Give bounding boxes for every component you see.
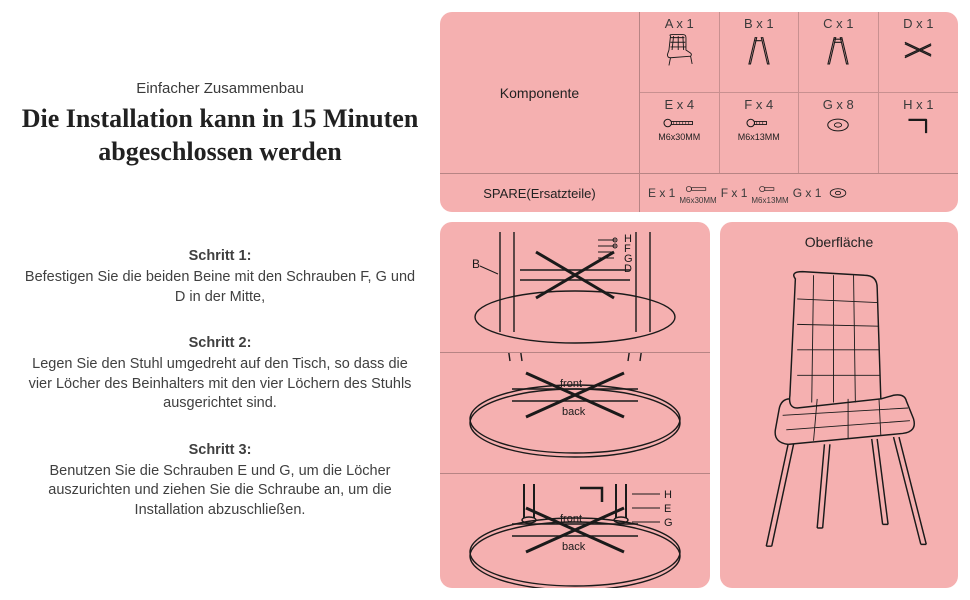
step-1: Schritt 1: Befestigen Sie die beiden Bei…	[20, 248, 420, 335]
bottom-panels: B H F G D	[440, 222, 958, 588]
assembly-steps-panel: B H F G D	[440, 222, 710, 588]
cross-icon	[898, 33, 938, 67]
components-main-row: Komponente A x 1 B x 1	[440, 12, 958, 174]
label-g-3: G	[664, 517, 673, 529]
comp-cell-c: C x 1	[799, 12, 879, 92]
chair-illustration	[739, 258, 939, 558]
bolt2-icon	[739, 114, 779, 132]
step-1-body: Befestigen Sie die beiden Beine mit den …	[20, 268, 420, 307]
label-back: back	[562, 406, 586, 418]
step-2-heading: Schritt 2:	[20, 335, 420, 351]
right-column: Komponente A x 1 B x 1	[440, 0, 970, 600]
comp-code-f: F x 4	[744, 97, 773, 112]
comp-code-h: H x 1	[903, 97, 933, 112]
bolt2-icon	[757, 182, 783, 196]
step-3: Schritt 3: Benutzen Sie die Schrauben E …	[20, 442, 420, 549]
step-3-heading: Schritt 3:	[20, 442, 420, 458]
label-e-3: E	[664, 503, 671, 515]
assembly-step3-diagram: front back H E G	[440, 474, 710, 588]
assembly-step-2: front back	[440, 353, 710, 474]
assembly-step1-diagram: B H F G D	[440, 222, 710, 352]
assembly-step2-diagram: front back	[440, 353, 710, 473]
spare-f-code: F x 1	[721, 186, 748, 200]
label-d: D	[624, 263, 632, 275]
washer-icon	[825, 186, 851, 200]
surface-title: Oberfläche	[805, 234, 873, 250]
bolt-icon	[685, 182, 711, 196]
label-h-3: H	[664, 489, 672, 501]
legs2-icon	[818, 33, 858, 67]
subtitle: Einfacher Zusammenbau	[20, 80, 420, 97]
comp-code-a: A x 1	[665, 16, 694, 31]
seat-icon	[659, 33, 699, 67]
comp-code-e: E x 4	[664, 97, 694, 112]
spare-label: SPARE(Ersatzteile)	[440, 174, 640, 212]
surface-panel: Oberfläche	[720, 222, 958, 588]
components-label: Komponente	[440, 12, 640, 173]
spare-e: E x 1 M6x30MM	[648, 182, 717, 205]
comp-sub-e: M6x30MM	[658, 132, 700, 142]
spare-row: SPARE(Ersatzteile) E x 1 M6x30MM F x 1	[440, 174, 958, 212]
spare-g-code: G x 1	[793, 186, 822, 200]
spare-f: F x 1 M6x13MM	[721, 182, 789, 205]
step-3-body: Benutzen Sie die Schrauben E und G, um d…	[20, 462, 420, 521]
comp-cell-a: A x 1	[640, 12, 720, 92]
legs-icon	[739, 33, 779, 67]
main-title: Die Installation kann in 15 Minuten abge…	[20, 103, 420, 168]
bolt-icon	[659, 114, 699, 132]
washer-icon	[818, 114, 858, 136]
step-2: Schritt 2: Legen Sie den Stuhl umgedreht…	[20, 335, 420, 442]
allen-icon	[898, 114, 938, 136]
label-back-3: back	[562, 541, 586, 553]
assembly-step-1: B H F G D	[440, 222, 710, 353]
components-panel: Komponente A x 1 B x 1	[440, 12, 958, 212]
comp-code-b: B x 1	[744, 16, 774, 31]
spare-g: G x 1	[793, 186, 852, 200]
comp-cell-b: B x 1	[720, 12, 800, 92]
left-column: Einfacher Zusammenbau Die Installation k…	[0, 0, 440, 600]
comp-cell-g: G x 8	[799, 93, 879, 173]
step-1-heading: Schritt 1:	[20, 248, 420, 264]
comp-code-c: C x 1	[823, 16, 853, 31]
spare-e-code: E x 1	[648, 186, 675, 200]
spare-e-sub: M6x30MM	[679, 196, 716, 205]
label-b: B	[472, 257, 480, 271]
comp-code-d: D x 1	[903, 16, 933, 31]
comp-cell-d: D x 1	[879, 12, 959, 92]
step-2-body: Legen Sie den Stuhl umgedreht auf den Ti…	[20, 355, 420, 414]
comp-cell-e: E x 4 M6x30MM	[640, 93, 720, 173]
assembly-step-3: front back H E G	[440, 474, 710, 588]
comp-sub-f: M6x13MM	[738, 132, 780, 142]
label-front-3: front	[560, 513, 582, 525]
comp-code-g: G x 8	[823, 97, 854, 112]
comp-cell-h: H x 1	[879, 93, 959, 173]
comp-cell-f: F x 4 M6x13MM	[720, 93, 800, 173]
label-front: front	[560, 378, 582, 390]
spare-f-sub: M6x13MM	[751, 196, 788, 205]
